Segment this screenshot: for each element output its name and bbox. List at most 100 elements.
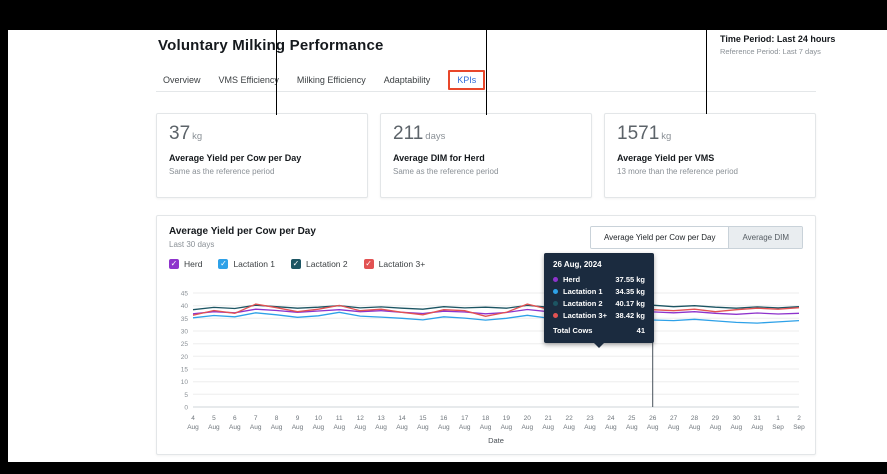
svg-text:25: 25	[628, 415, 636, 422]
legend-label: Herd	[184, 259, 203, 269]
checkbox-icon	[363, 259, 374, 269]
svg-text:Aug: Aug	[668, 424, 680, 431]
svg-text:31: 31	[754, 415, 762, 422]
chart-title: Average Yield per Cow per Day	[169, 226, 316, 237]
lactation3-series-dot	[553, 313, 558, 318]
kpi-card-dim-herd: 211 days Average DIM for Herd Same as the…	[380, 113, 592, 198]
svg-text:35: 35	[181, 316, 189, 323]
svg-text:4: 4	[191, 415, 195, 422]
kpi-sublabel: Same as the reference period	[169, 167, 275, 176]
svg-text:8: 8	[275, 415, 279, 422]
svg-text:Aug: Aug	[584, 424, 596, 431]
toggle-average-dim[interactable]: Average DIM	[729, 227, 802, 248]
svg-text:Sep: Sep	[793, 424, 805, 431]
kpi-sublabel: 13 more than the reference period	[617, 167, 738, 176]
svg-text:25: 25	[181, 341, 189, 348]
legend-item-herd[interactable]: Herd	[169, 259, 202, 269]
svg-text:23: 23	[586, 415, 594, 422]
tooltip-row-total-cows: Total Cows 41	[553, 326, 645, 335]
kpi-label: Average Yield per Cow per Day	[169, 153, 302, 163]
svg-text:Aug: Aug	[396, 424, 408, 431]
svg-text:Aug: Aug	[334, 424, 346, 431]
svg-text:20: 20	[524, 415, 532, 422]
svg-text:1: 1	[776, 415, 780, 422]
svg-text:Aug: Aug	[501, 424, 513, 431]
legend-item-lactation-2[interactable]: Lactation 2	[291, 259, 348, 269]
svg-text:Aug: Aug	[731, 424, 743, 431]
svg-text:0: 0	[184, 405, 188, 412]
chart-subtitle: Last 30 days	[169, 240, 215, 249]
svg-text:6: 6	[233, 415, 237, 422]
svg-text:Aug: Aug	[438, 424, 450, 431]
checkbox-icon	[218, 259, 229, 269]
chart-header: Average Yield per Cow per Day Last 30 da…	[169, 226, 803, 249]
app-panel: Voluntary Milking Performance Time Perio…	[8, 30, 887, 462]
annotation-line	[276, 8, 277, 115]
svg-text:Aug: Aug	[354, 424, 366, 431]
svg-text:Aug: Aug	[626, 424, 638, 431]
svg-text:13: 13	[377, 415, 385, 422]
svg-text:Aug: Aug	[542, 424, 554, 431]
svg-text:Aug: Aug	[229, 424, 241, 431]
tab-bar: Overview VMS Efficiency Milking Efficien…	[163, 68, 486, 92]
svg-text:15: 15	[419, 415, 427, 422]
legend-item-lactation-3plus[interactable]: Lactation 3+	[363, 259, 426, 269]
svg-text:11: 11	[336, 415, 343, 422]
tab-overview[interactable]: Overview	[163, 75, 201, 85]
svg-text:45: 45	[181, 291, 189, 298]
svg-text:16: 16	[440, 415, 448, 422]
svg-text:26: 26	[649, 415, 657, 422]
tab-milking-efficiency[interactable]: Milking Efficiency	[296, 75, 366, 85]
line-chart-plot[interactable]: 0 5 10 15 20 25 30 35 40 45 4 Aug 5 Aug 6 Aug 7 Aug 8 Aug 9 A…	[169, 255, 805, 449]
svg-text:29: 29	[712, 415, 720, 422]
svg-text:19: 19	[503, 415, 511, 422]
legend-label: Lactation 3+	[378, 259, 426, 269]
svg-text:2: 2	[797, 415, 801, 422]
svg-text:7: 7	[254, 415, 258, 422]
svg-text:27: 27	[670, 415, 678, 422]
svg-text:28: 28	[691, 415, 699, 422]
chart-metric-toggle: Average Yield per Cow per Day Average DI…	[589, 226, 803, 249]
tooltip-row-lactation-2: Lactation 2 40.17 kg	[553, 299, 645, 308]
svg-text:14: 14	[398, 415, 406, 422]
svg-text:Aug: Aug	[689, 424, 701, 431]
tab-vms-efficiency[interactable]: VMS Efficiency	[218, 75, 279, 85]
kpi-card-yield-per-vms: 1571 kg Average Yield per VMS 13 more tha…	[604, 113, 816, 198]
svg-text:Aug: Aug	[605, 424, 617, 431]
svg-text:40: 40	[181, 303, 189, 310]
kpi-value: 37 kg	[169, 123, 203, 144]
annotation-line	[486, 30, 487, 115]
chart-title-block: Average Yield per Cow per Day Last 30 da…	[169, 226, 316, 249]
svg-text:17: 17	[461, 415, 469, 422]
time-period-label: Time Period: Last 24 hours	[720, 34, 836, 44]
svg-text:Aug: Aug	[250, 424, 262, 431]
svg-text:Date: Date	[488, 436, 504, 445]
legend-item-lactation-1[interactable]: Lactation 1	[218, 259, 275, 269]
kpi-sublabel: Same as the reference period	[393, 167, 499, 176]
tab-kpis[interactable]: KPIs	[448, 70, 486, 90]
svg-text:10: 10	[315, 415, 323, 422]
svg-text:Aug: Aug	[459, 424, 471, 431]
svg-text:30: 30	[733, 415, 741, 422]
svg-text:18: 18	[482, 415, 490, 422]
svg-text:Aug: Aug	[313, 424, 325, 431]
svg-text:20: 20	[181, 354, 189, 361]
time-period-block: Time Period: Last 24 hours Reference Per…	[720, 34, 835, 56]
tab-adaptability[interactable]: Adaptability	[383, 75, 431, 85]
svg-text:Aug: Aug	[563, 424, 575, 431]
svg-text:30: 30	[181, 329, 189, 336]
kpi-label: Average Yield per VMS	[617, 153, 715, 163]
toggle-average-yield[interactable]: Average Yield per Cow per Day	[590, 227, 730, 248]
annotation-line	[706, 30, 707, 114]
legend-label: Lactation 1	[233, 259, 276, 269]
svg-text:Aug: Aug	[710, 424, 722, 431]
chart-legend: Herd Lactation 1 Lactation 2 Lactation 3…	[169, 259, 803, 269]
checkbox-icon	[291, 259, 302, 269]
svg-text:Aug: Aug	[647, 424, 659, 431]
checkbox-icon	[169, 259, 179, 269]
tooltip-row-lactation-3plus: Lactation 3+ 38.42 kg	[553, 311, 645, 320]
legend-label: Lactation 2	[306, 259, 348, 269]
tooltip-row-lactation-1: Lactation 1 34.35 kg	[553, 287, 645, 296]
svg-text:12: 12	[357, 415, 365, 422]
